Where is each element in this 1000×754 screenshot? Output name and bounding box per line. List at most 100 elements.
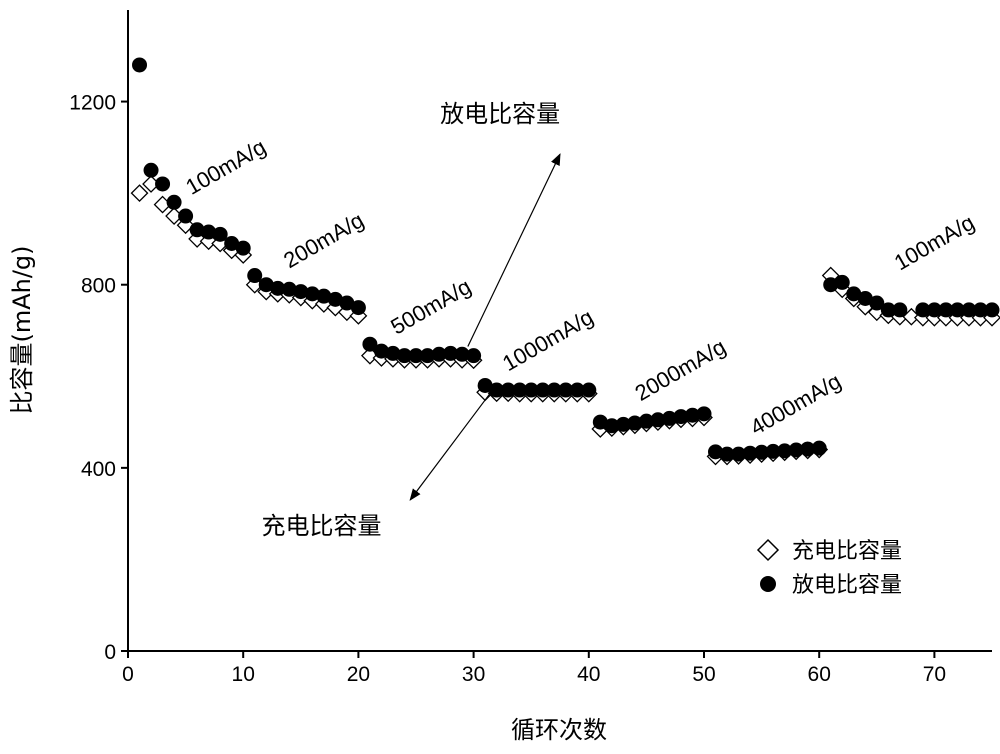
current-density-label: 2000mA/g <box>631 334 730 406</box>
discharge-point <box>258 277 274 293</box>
series-pointer-label: 放电比容量 <box>440 100 560 128</box>
discharge-point <box>350 300 366 316</box>
discharge-point <box>235 240 251 256</box>
discharge-point <box>823 277 839 293</box>
current-density-label: 100mA/g <box>181 134 270 200</box>
discharge-point <box>385 345 401 361</box>
discharge-point <box>719 446 735 462</box>
charge-point <box>130 184 149 203</box>
series-pointer-label: 充电比容量 <box>262 512 382 540</box>
discharge-point <box>834 274 850 290</box>
discharge-point <box>408 348 424 364</box>
y-tick-label: 0 <box>104 641 116 664</box>
x-tick-label: 60 <box>808 663 831 686</box>
discharge-point <box>961 302 977 318</box>
discharge-point <box>224 236 240 252</box>
pointer-arrow <box>467 153 561 347</box>
discharge-point <box>708 444 724 460</box>
discharge-point <box>638 413 654 429</box>
discharge-point <box>880 302 896 318</box>
discharge-point <box>523 382 539 398</box>
discharge-point <box>281 281 297 297</box>
discharge-point <box>661 410 677 426</box>
x-tick-label: 30 <box>462 663 485 686</box>
discharge-point <box>949 302 965 318</box>
discharge-point <box>201 224 217 240</box>
discharge-point <box>627 415 643 431</box>
legend: 充电比容量 放电比容量 <box>756 538 902 598</box>
discharge-point <box>800 441 816 457</box>
discharge-point <box>592 414 608 430</box>
discharge-point <box>984 302 1000 318</box>
discharge-point <box>558 382 574 398</box>
legend-discharge-label: 放电比容量 <box>792 573 902 598</box>
discharge-point <box>535 382 551 398</box>
discharge-point <box>569 382 585 398</box>
discharge-point <box>892 302 908 318</box>
current-density-label: 4000mA/g <box>746 368 845 440</box>
discharge-point <box>742 445 758 461</box>
legend-charge-marker <box>756 538 780 562</box>
discharge-point <box>604 418 620 434</box>
discharge-point <box>696 406 712 422</box>
discharge-point <box>189 222 205 238</box>
discharge-point <box>512 382 528 398</box>
discharge-point <box>684 407 700 423</box>
discharge-point <box>857 290 873 306</box>
discharge-point <box>731 446 747 462</box>
x-tick-label: 50 <box>692 663 715 686</box>
discharge-point <box>546 382 562 398</box>
current-density-label: 1000mA/g <box>498 304 597 376</box>
x-tick-label: 70 <box>923 663 946 686</box>
discharge-point <box>466 348 482 364</box>
discharge-point <box>765 443 781 459</box>
x-tick-label: 0 <box>122 663 134 686</box>
discharge-point <box>431 346 447 362</box>
discharge-point <box>777 443 793 459</box>
discharge-point <box>293 284 309 300</box>
y-tick-label: 400 <box>81 458 116 481</box>
legend-discharge-marker <box>760 576 776 592</box>
discharge-point <box>754 444 770 460</box>
discharge-point <box>869 295 885 311</box>
discharge-point <box>454 346 470 362</box>
discharge-point <box>443 345 459 361</box>
discharge-point <box>316 288 332 304</box>
discharge-capacity-series <box>132 57 1000 462</box>
discharge-point <box>247 268 263 284</box>
discharge-point <box>362 336 378 352</box>
y-tick-label: 800 <box>81 275 116 298</box>
discharge-point <box>166 194 182 210</box>
discharge-point <box>396 348 412 364</box>
discharge-point <box>373 343 389 359</box>
discharge-point <box>489 382 505 398</box>
discharge-point <box>581 382 597 398</box>
discharge-point <box>304 286 320 302</box>
pointer-arrow <box>409 391 492 501</box>
x-tick-label: 40 <box>577 663 600 686</box>
discharge-point <box>972 302 988 318</box>
discharge-point <box>420 348 436 364</box>
discharge-point <box>212 226 228 242</box>
discharge-point <box>143 162 159 178</box>
discharge-point <box>938 302 954 318</box>
y-tick-label: 1200 <box>69 92 116 115</box>
discharge-point <box>846 286 862 302</box>
discharge-point <box>811 440 827 456</box>
discharge-point <box>132 57 148 73</box>
discharge-point <box>327 291 343 307</box>
x-tick-label: 20 <box>347 663 370 686</box>
y-axis-title: 比容量(mAh/g) <box>8 245 36 414</box>
current-density-label: 200mA/g <box>279 207 368 273</box>
discharge-point <box>926 302 942 318</box>
legend-charge-label: 充电比容量 <box>792 539 902 564</box>
discharge-point <box>673 409 689 425</box>
discharge-point <box>915 302 931 318</box>
current-density-label: 100mA/g <box>890 210 979 276</box>
axis-ticks: 0 10 20 30 40 50 60 70 0 400 800 1200 <box>69 92 946 686</box>
x-tick-label: 10 <box>232 663 255 686</box>
discharge-point <box>477 377 493 393</box>
discharge-point <box>788 442 804 458</box>
